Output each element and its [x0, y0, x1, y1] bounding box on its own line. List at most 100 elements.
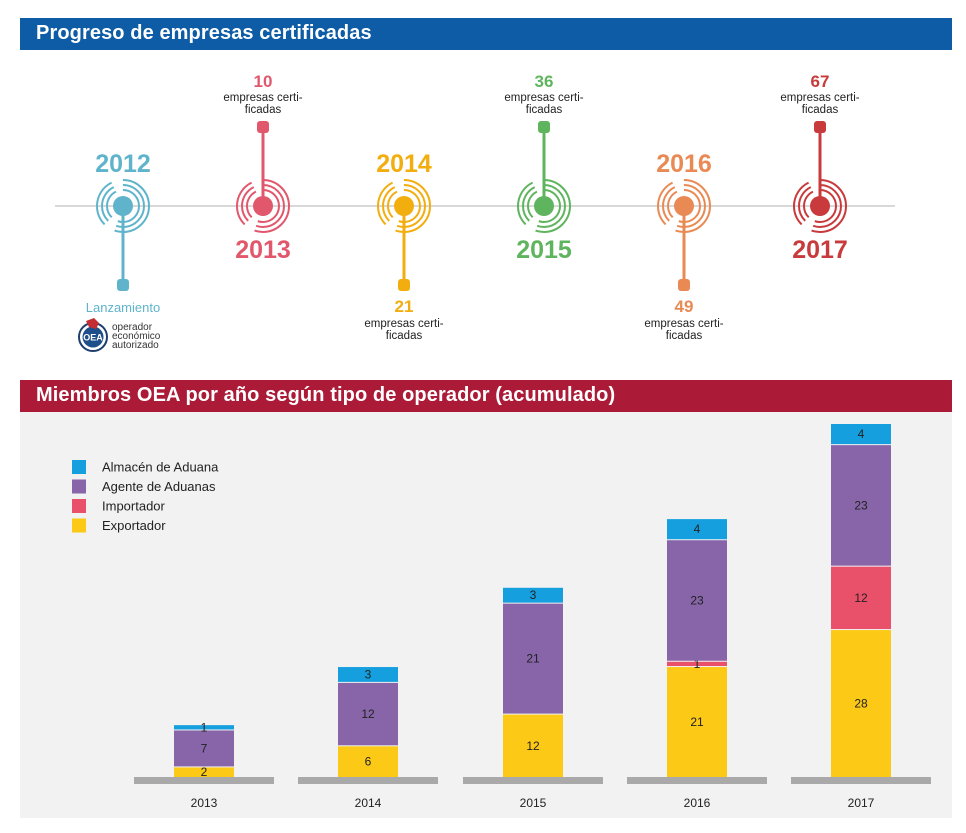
timeline-year-label: 2017	[792, 236, 848, 264]
chart-panel: 2013 2014 2015 2016 2017 2 7 1 6 12 3 12 21 3 21 1 23 4 28…	[20, 412, 952, 818]
bar-segment-agente-de-aduanas	[667, 540, 727, 661]
timeline-event-2016: 2016 49 empresas certi-ficadas	[644, 150, 723, 342]
timeline-stem-cap	[678, 279, 690, 291]
bar-value-label: 2	[201, 765, 208, 779]
bar-value-label: 7	[201, 741, 208, 755]
chart-baseline-segment	[627, 777, 767, 784]
bar-value-label: 28	[854, 697, 868, 711]
legend-label: Almacén de Aduana	[102, 460, 219, 475]
timeline-ring	[793, 179, 847, 233]
bar-value-label: 3	[530, 588, 537, 602]
bar-value-label: 23	[690, 594, 704, 608]
timeline-count: 49	[675, 297, 694, 316]
bar-segment-exportador	[667, 667, 727, 777]
bar-segment-almac-n-de-aduana	[338, 667, 398, 682]
x-tick-label: 2013	[191, 796, 218, 810]
timeline-caption: empresas certi-	[780, 92, 859, 104]
oea-logo-line: económico	[112, 331, 161, 342]
timeline-event-2012: 2012 Lanzamiento	[86, 150, 160, 315]
legend-label: Agente de Aduanas	[102, 479, 216, 494]
x-tick-label: 2017	[848, 796, 875, 810]
timeline-year-label: 2014	[376, 150, 432, 178]
bar-value-label: 1	[201, 720, 208, 734]
stacked-bar-chart: 2013 2014 2015 2016 201727161231221321123428…	[72, 424, 931, 810]
x-tick-label: 2014	[355, 796, 382, 810]
bar-segment-almac-n-de-aduana	[667, 519, 727, 540]
bar-value-label: 6	[365, 755, 372, 769]
timeline-count: 21	[395, 297, 414, 316]
timeline-year-label: 2012	[95, 150, 151, 178]
legend-swatch	[72, 499, 86, 513]
timeline-stem-cap	[117, 279, 129, 291]
bar-value-label: 12	[526, 739, 540, 753]
timeline-caption: ficadas	[802, 104, 839, 116]
timeline-count: 67	[811, 72, 830, 91]
bar-value-label: 4	[694, 522, 701, 536]
bar-segment-exportador	[174, 767, 234, 777]
oea-logo-text: operador económico autorizado	[112, 322, 161, 351]
bar-segment-almac-n-de-aduana	[503, 587, 563, 603]
legend-swatch	[72, 479, 86, 494]
timeline-event-2014: 2014 21 empresas certi-ficadas	[364, 150, 443, 342]
chart-baseline-segment	[791, 777, 931, 784]
timeline-caption: ficadas	[386, 330, 423, 342]
timeline-ring	[522, 184, 566, 228]
timeline-caption: Lanzamiento	[86, 300, 160, 315]
timeline-caption: ficadas	[245, 104, 282, 116]
bar-value-label: 21	[690, 715, 704, 729]
timeline-ring	[246, 189, 280, 223]
bar-segment-importador	[667, 661, 727, 667]
bar-value-label: 3	[365, 667, 372, 681]
bar-value-label: 12	[854, 591, 868, 605]
bar-value-label: 1	[694, 657, 701, 671]
timeline-stem-cap	[257, 121, 269, 133]
oea-logo-badge: OEA	[83, 333, 103, 343]
chart-baseline-segment	[463, 777, 603, 784]
timeline-count: 10	[254, 72, 273, 91]
timeline-caption: empresas certi-	[644, 318, 723, 330]
bar-segment-almac-n-de-aduana	[174, 725, 234, 730]
timeline-ring	[798, 184, 842, 228]
legend-label: Exportador	[102, 518, 166, 533]
timeline-caption: empresas certi-	[504, 92, 583, 104]
timeline-caption: ficadas	[526, 104, 563, 116]
legend-label: Importador	[102, 499, 166, 514]
timeline-caption: empresas certi-	[364, 318, 443, 330]
x-tick-label: 2015	[520, 796, 547, 810]
timeline-ring	[236, 179, 290, 233]
timeline-caption: empresas certi-	[223, 92, 302, 104]
timeline-year-label: 2016	[656, 150, 712, 178]
timeline-year-label: 2013	[235, 236, 291, 264]
bar-value-label: 12	[361, 707, 375, 721]
timeline-ring	[803, 189, 837, 223]
timeline-count: 36	[535, 72, 554, 91]
oea-logo-line: autorizado	[112, 340, 159, 351]
timeline-ring	[241, 184, 285, 228]
bar-value-label: 21	[526, 652, 540, 666]
bar-value-label: 23	[854, 498, 868, 512]
bar-segment-exportador	[831, 630, 891, 777]
timeline-stem-cap	[398, 279, 410, 291]
timeline-year-label: 2015	[516, 236, 572, 264]
chart-title-banner: Miembros OEA por año según tipo de opera…	[20, 380, 952, 412]
x-tick-label: 2016	[684, 796, 711, 810]
oea-logo-line: operador	[112, 322, 153, 333]
timeline-title-banner: Progreso de empresas certificadas	[20, 18, 952, 50]
timeline-title: Progreso de empresas certificadas	[36, 22, 372, 44]
bar-segment-exportador	[503, 714, 563, 777]
timeline-caption: ficadas	[666, 330, 703, 342]
chart-title: Miembros OEA por año según tipo de opera…	[36, 384, 616, 406]
timeline-stem-cap	[814, 121, 826, 133]
bar-segment-agente-de-aduanas	[831, 445, 891, 566]
legend-swatch	[72, 460, 86, 474]
bar-segment-exportador	[338, 746, 398, 777]
timeline-stem-cap	[538, 121, 550, 133]
timeline-ring	[517, 179, 571, 233]
bar-segment-importador	[831, 566, 891, 630]
bar-segment-agente-de-aduanas	[503, 603, 563, 714]
bar-segment-almac-n-de-aduana	[831, 424, 891, 445]
